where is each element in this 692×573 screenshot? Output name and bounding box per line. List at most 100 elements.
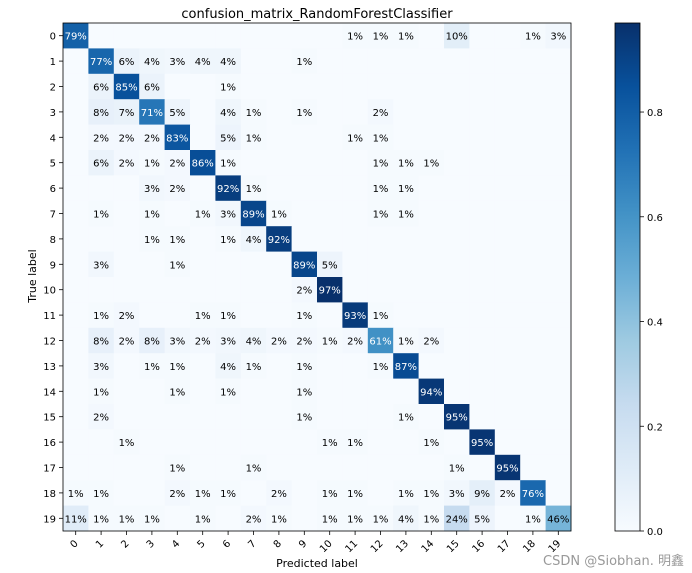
heatmap-cell [367, 175, 394, 202]
heatmap-cell [418, 277, 445, 303]
heatmap-cell [113, 175, 140, 202]
heatmap-cell [113, 251, 140, 278]
x-tick-label: 15 [445, 538, 462, 555]
heatmap-cell [266, 302, 292, 329]
heatmap-cell [240, 23, 267, 49]
cell-value-label: 2% [119, 337, 135, 348]
cell-value-label: 3% [220, 337, 236, 348]
x-tick-label: 12 [369, 538, 386, 555]
heatmap-cell [418, 327, 445, 354]
heatmap-cell [291, 48, 318, 75]
heatmap-cell [164, 99, 191, 125]
cell-value-label: 1% [93, 210, 109, 221]
heatmap-cell [88, 226, 115, 252]
heatmap-cell [393, 302, 419, 329]
heatmap-cell [291, 505, 318, 532]
heatmap-cell [545, 277, 572, 303]
heatmap-cell [520, 404, 546, 430]
cell-value-label: 1% [347, 438, 363, 449]
heatmap-cell [266, 73, 292, 100]
cell-value-label: 1% [525, 32, 541, 43]
heatmap-cell [418, 175, 445, 202]
y-tick-label: 0 [50, 32, 56, 43]
heatmap-cell [545, 73, 572, 100]
cell-value-label: 5% [169, 108, 185, 119]
cell-value-label: 4% [220, 108, 236, 119]
heatmap-cell [545, 99, 572, 125]
heatmap-cell [418, 200, 445, 227]
heatmap-cell [469, 175, 496, 202]
heatmap-cell [164, 454, 191, 481]
heatmap-cell [520, 454, 546, 481]
x-tick-label: 5 [196, 538, 208, 550]
heatmap-cell [63, 175, 89, 202]
cell-value-label: 2% [93, 413, 109, 424]
heatmap-cell [215, 327, 242, 354]
heatmap-cell [494, 505, 521, 532]
cell-value-label: 1% [398, 337, 414, 348]
heatmap-cell [342, 454, 369, 481]
heatmap-cell [139, 505, 165, 532]
heatmap-cell [367, 454, 394, 481]
heatmap-cell [317, 23, 343, 49]
cell-value-label: 61% [369, 337, 391, 348]
cell-value-label: 1% [93, 514, 109, 525]
heatmap-cell [545, 429, 572, 456]
heatmap-cell [494, 251, 521, 278]
y-tick-label: 1 [50, 57, 56, 68]
cell-value-label: 1% [68, 489, 84, 500]
heatmap-cell [545, 175, 572, 202]
heatmap-cell [393, 454, 419, 481]
cell-value-label: 4% [195, 57, 211, 68]
heatmap-cell [215, 429, 242, 456]
heatmap-cell [63, 48, 89, 75]
heatmap-cell [393, 429, 419, 456]
heatmap-cell [444, 277, 470, 303]
x-tick-label: 2 [119, 538, 131, 550]
x-axis-label: Predicted label [276, 557, 358, 570]
heatmap-cell [164, 404, 191, 430]
cell-value-label: 4% [246, 235, 262, 246]
cell-value-label: 1% [144, 159, 160, 170]
cell-value-label: 2% [296, 286, 312, 297]
heatmap-cell [266, 226, 292, 252]
heatmap-cell [469, 404, 496, 430]
heatmap-cell [266, 480, 292, 506]
heatmap-cell [139, 277, 165, 303]
cell-value-label: 1% [169, 387, 185, 398]
cell-value-label: 1% [144, 362, 160, 373]
y-tick-label: 19 [43, 514, 56, 525]
cell-value-label: 1% [93, 311, 109, 322]
heatmap-cell [469, 378, 496, 405]
heatmap-cell [164, 73, 191, 100]
cell-value-label: 95% [496, 464, 518, 475]
heatmap-cell [317, 150, 343, 176]
heatmap-cell [367, 378, 394, 405]
cell-value-label: 1% [93, 387, 109, 398]
heatmap-cell [342, 175, 369, 202]
cell-value-label: 1% [373, 311, 389, 322]
cell-value-label: 2% [500, 489, 516, 500]
heatmap-cell [545, 505, 572, 532]
cell-value-label: 8% [93, 108, 109, 119]
heatmap-cell [444, 480, 470, 506]
heatmap-cell [317, 99, 343, 125]
heatmap-cell [215, 277, 242, 303]
heatmap-cell [113, 124, 140, 151]
x-tick-label: 3 [145, 538, 157, 550]
heatmap-cell [215, 99, 242, 125]
cell-value-label: 4% [220, 57, 236, 68]
heatmap-cell [520, 99, 546, 125]
cell-value-label: 3% [169, 337, 185, 348]
heatmap-cell [139, 454, 165, 481]
cell-value-label: 1% [347, 489, 363, 500]
cell-value-label: 94% [420, 387, 442, 398]
heatmap-cell [164, 124, 191, 151]
cell-value-label: 2% [195, 337, 211, 348]
y-tick-label: 9 [50, 260, 56, 271]
heatmap-cell [190, 480, 216, 506]
heatmap-cell [113, 200, 140, 227]
heatmap-cell [113, 73, 140, 100]
cell-value-label: 92% [217, 184, 239, 195]
heatmap-cell [291, 73, 318, 100]
